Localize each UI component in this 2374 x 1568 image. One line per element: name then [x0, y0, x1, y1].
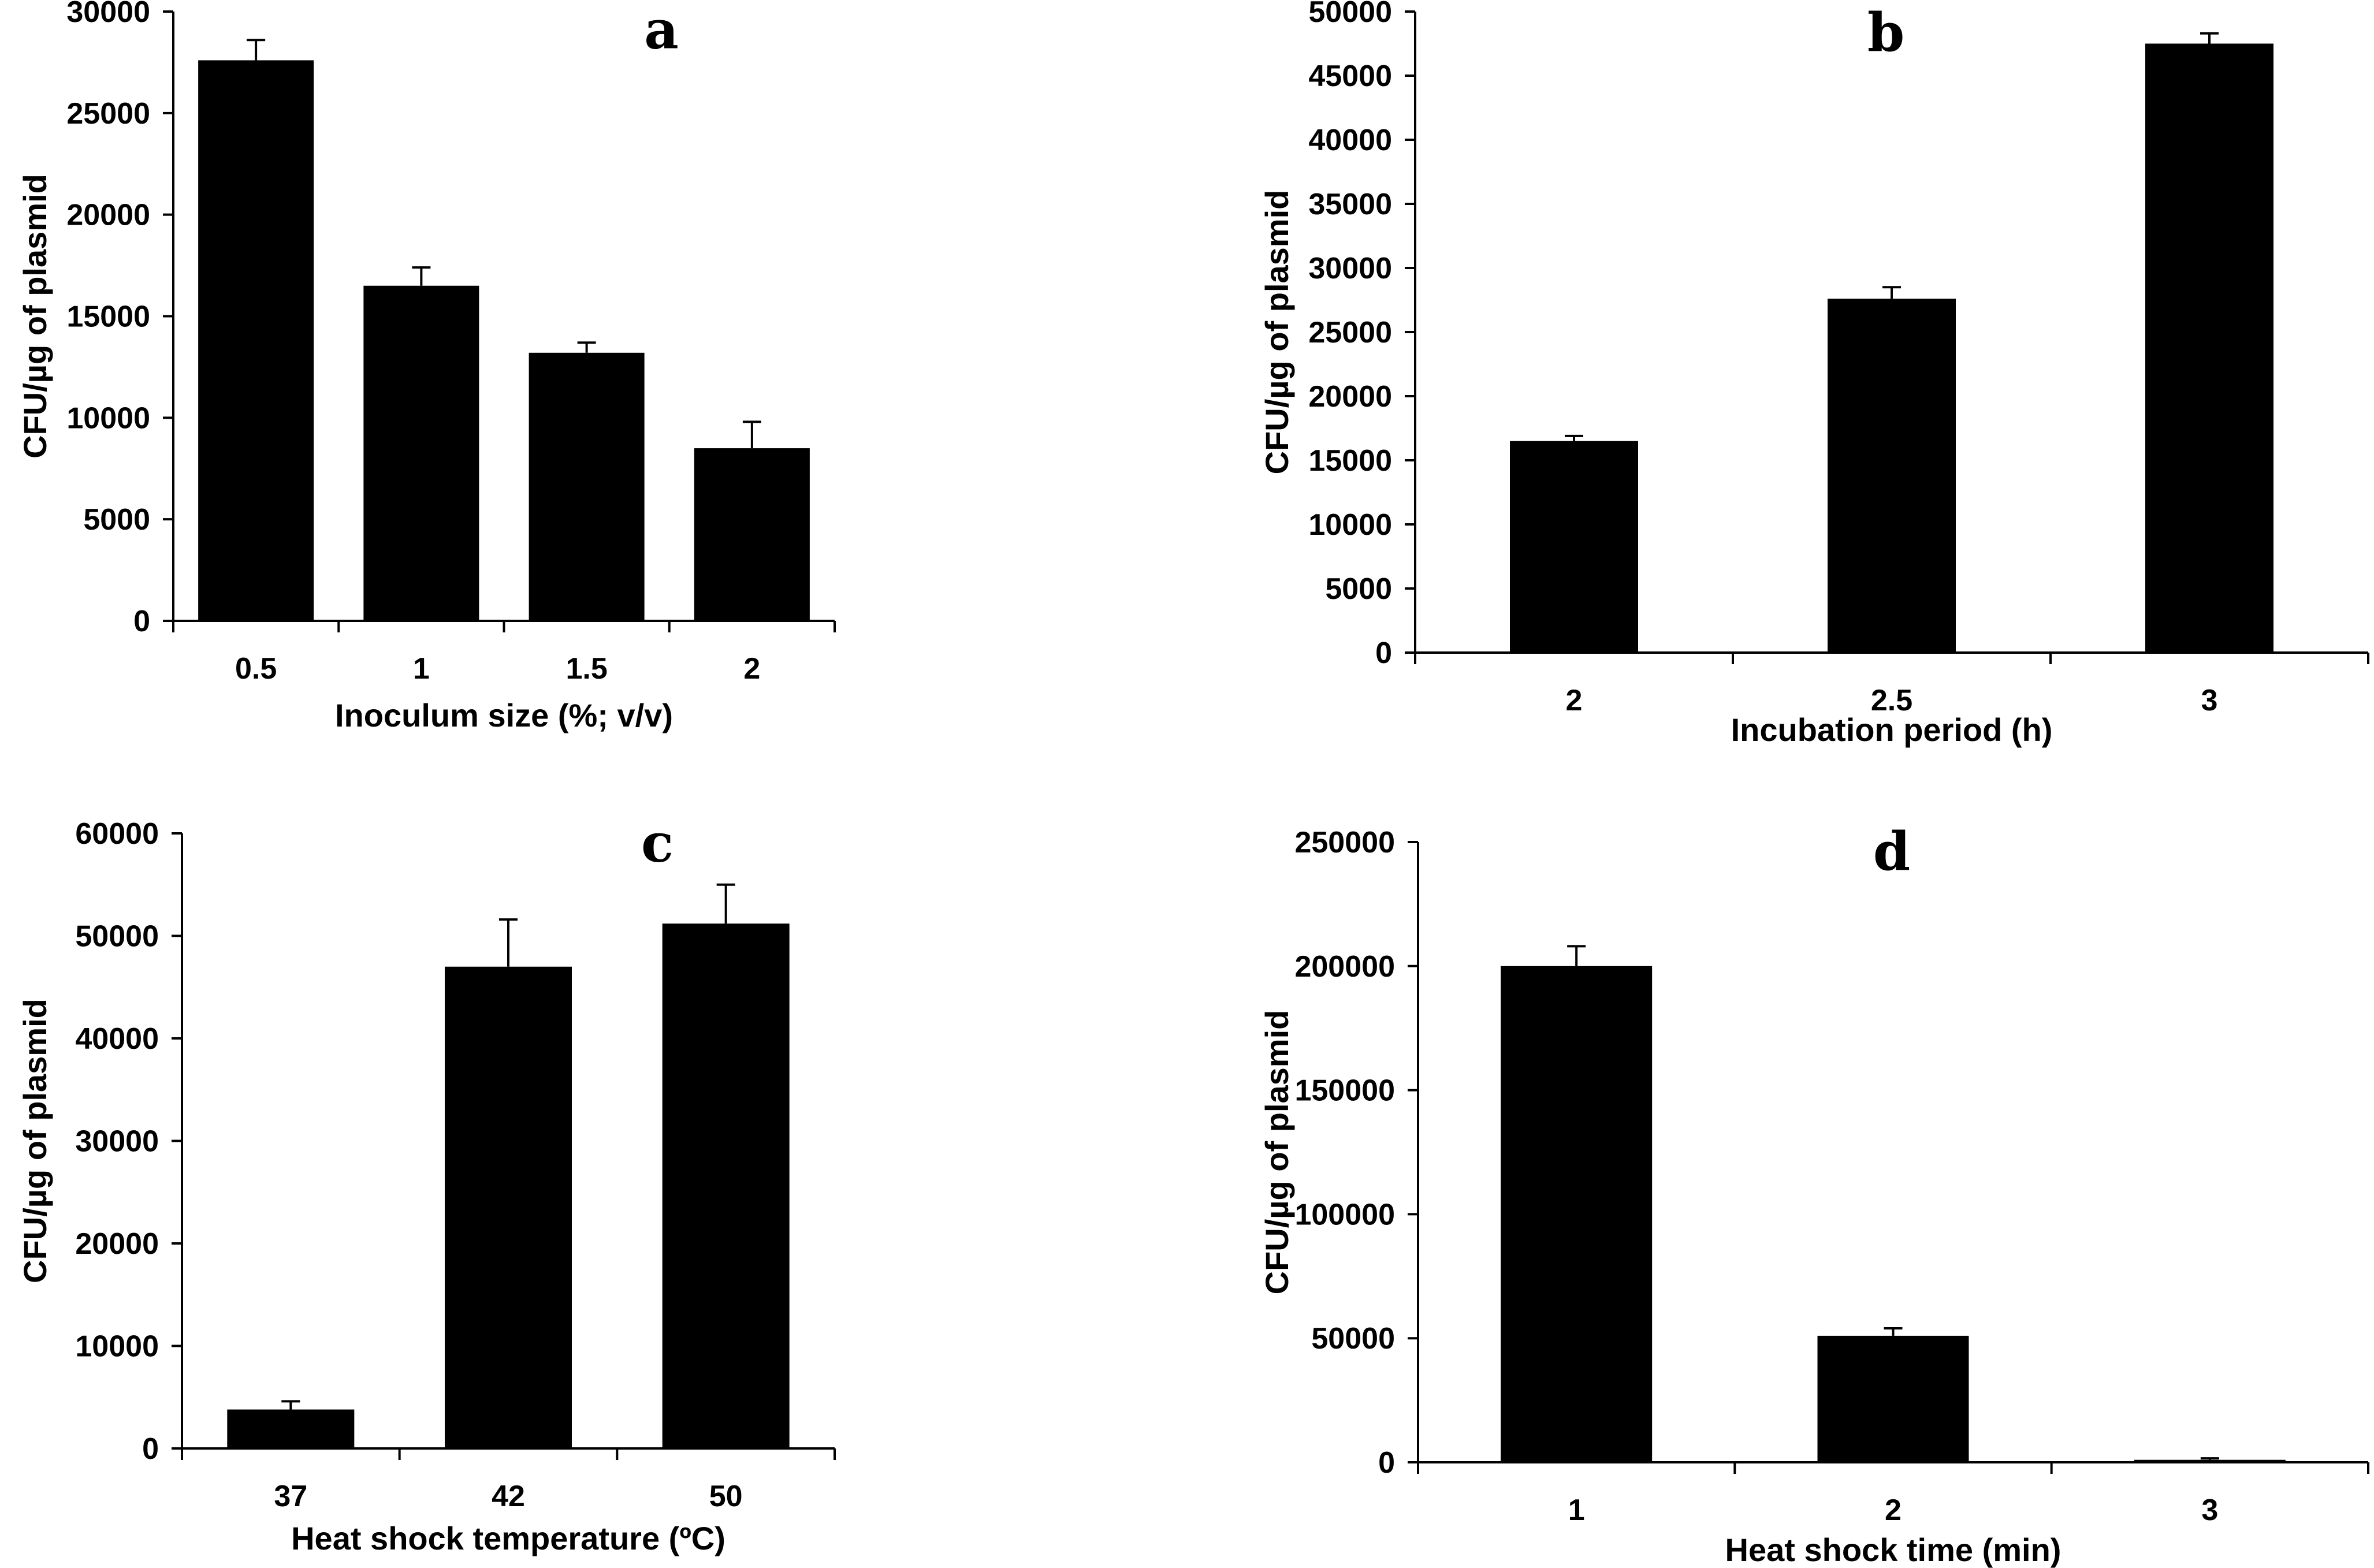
bar: [227, 1409, 355, 1448]
x-tick-label: 1: [413, 652, 430, 686]
y-axis-title: CFU/µg of plasmid: [17, 999, 53, 1283]
y-tick-label: 200000: [1294, 950, 1395, 984]
y-tick-label: 20000: [75, 1227, 159, 1261]
x-axis-title: Heat shock time (min): [1725, 1532, 2062, 1568]
y-tick-label: 20000: [66, 199, 150, 232]
bar: [2145, 43, 2273, 653]
bar: [363, 285, 479, 621]
y-axis-title: CFU/µg of plasmid: [1259, 190, 1295, 475]
y-tick-label: 250000: [1294, 826, 1395, 859]
bar: [198, 60, 314, 621]
x-tick-label: 3: [2201, 1493, 2218, 1527]
x-tick-label: 1.5: [565, 652, 607, 686]
y-tick-label: 35000: [1308, 188, 1392, 221]
bar: [1510, 441, 1638, 653]
y-tick-label: 10000: [75, 1330, 159, 1364]
y-tick-label: 25000: [66, 97, 150, 131]
x-tick-label: 42: [492, 1480, 525, 1513]
y-tick-label: 50000: [75, 920, 159, 954]
x-tick-label: 50: [709, 1480, 743, 1513]
bar: [694, 448, 810, 621]
y-tick-label: 0: [1375, 636, 1392, 670]
y-tick-label: 15000: [66, 300, 150, 334]
y-tick-label: 150000: [1294, 1074, 1395, 1108]
bar: [529, 352, 645, 621]
y-tick-label: 45000: [1308, 59, 1392, 93]
y-tick-label: 60000: [75, 817, 159, 851]
x-tick-label: 2.5: [1871, 684, 1912, 717]
bar: [2134, 1459, 2286, 1462]
x-axis-title: Incubation period (h): [1731, 712, 2053, 748]
y-axis-title: CFU/µg of plasmid: [1259, 1010, 1295, 1295]
y-tick-label: 50000: [1308, 0, 1392, 29]
y-tick-label: 25000: [1308, 316, 1392, 349]
x-tick-label: 1: [1568, 1493, 1585, 1527]
y-axis-title: CFU/µg of plasmid: [17, 174, 53, 459]
x-tick-label: 2: [1566, 684, 1583, 717]
y-tick-label: 100000: [1294, 1198, 1395, 1231]
chart-panel-d: 0 50000 100000 150000 200000 250000 1 2 3 Heat sh…: [1259, 821, 2369, 1568]
y-tick-label: 10000: [1308, 508, 1392, 542]
panel-letter: d: [1873, 821, 1910, 883]
bar: [445, 966, 572, 1448]
panel-letter: c: [641, 812, 673, 874]
y-tick-label: 0: [142, 1432, 159, 1466]
y-tick-label: 10000: [66, 401, 150, 435]
x-axis-title: Heat shock temperature (ºC): [291, 1520, 725, 1556]
x-tick-label: 3: [2201, 684, 2218, 717]
panel-letter: a: [644, 0, 679, 61]
y-tick-label: 15000: [1308, 444, 1392, 478]
y-tick-label: 30000: [75, 1125, 159, 1159]
x-axis-title: Inoculum size (%; v/v): [335, 697, 673, 733]
panel-letter: b: [1867, 2, 1904, 64]
bar: [1501, 966, 1653, 1462]
y-tick-label: 5000: [83, 503, 150, 537]
chart-panel-b: 0 5000 10000 15000 20000 25000 30000 35000 40000…: [1259, 0, 2369, 748]
y-tick-label: 30000: [66, 0, 150, 29]
bar: [1817, 1335, 1969, 1462]
bar: [1828, 299, 1956, 653]
chart-panel-c: 0 10000 20000 30000 40000 50000 60000 37 42 50 Hea…: [17, 812, 836, 1556]
y-tick-label: 40000: [75, 1022, 159, 1056]
y-tick-label: 0: [1378, 1446, 1395, 1480]
y-tick-label: 40000: [1308, 124, 1392, 157]
x-tick-label: 2: [743, 652, 760, 686]
x-tick-label: 2: [1885, 1493, 1902, 1527]
y-tick-label: 0: [133, 605, 150, 638]
y-tick-label: 20000: [1308, 380, 1392, 414]
chart-panel-a: 0 5000 10000 15000 20000 25000 30000 0.5 1 1.5 2 In…: [17, 0, 836, 733]
y-tick-label: 50000: [1311, 1322, 1395, 1355]
bar: [662, 923, 790, 1448]
x-tick-label: 0.5: [235, 652, 277, 686]
y-tick-label: 5000: [1325, 572, 1392, 606]
y-tick-label: 30000: [1308, 252, 1392, 285]
x-tick-label: 37: [274, 1480, 307, 1513]
